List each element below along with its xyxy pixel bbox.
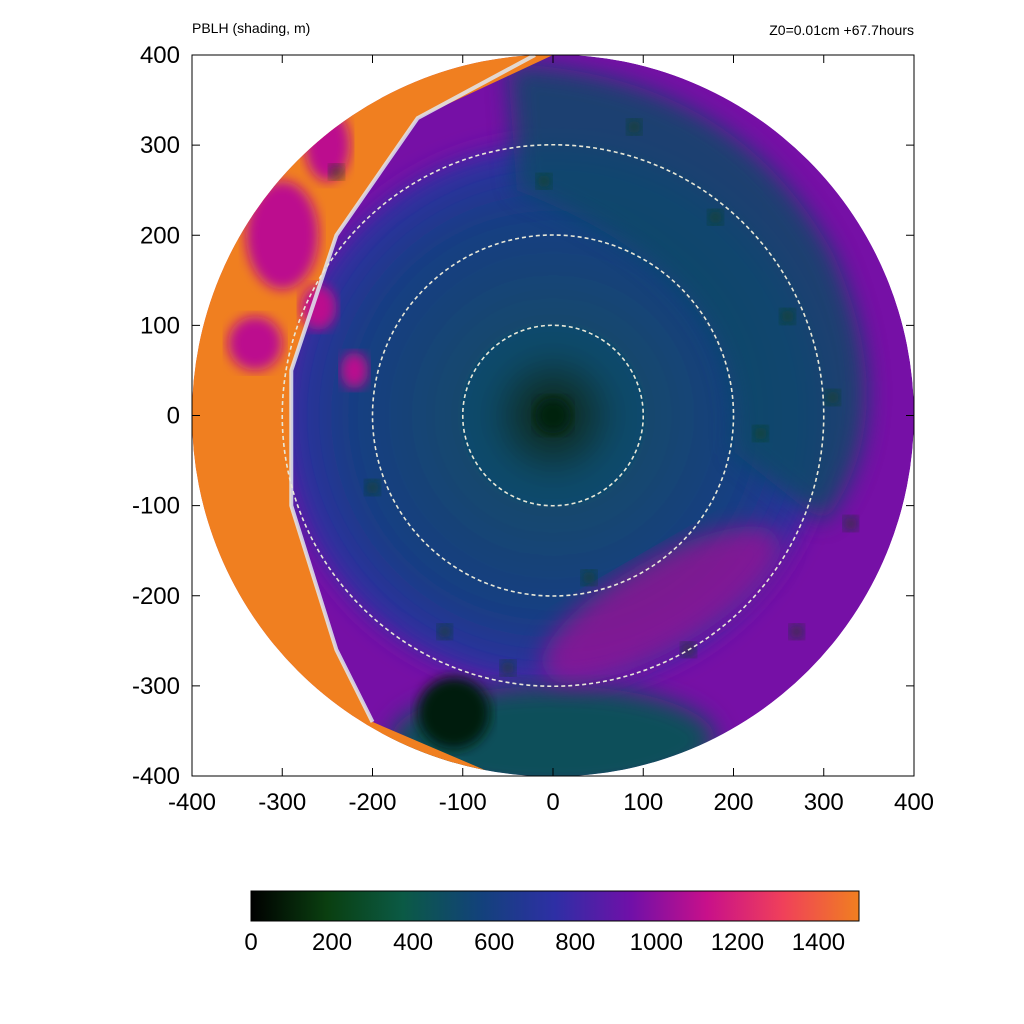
chart-title: PBLH (shading, m) <box>192 20 311 36</box>
pblh-dark-cell <box>581 570 597 585</box>
y-tick-label: -200 <box>132 583 180 610</box>
range-rings <box>281 143 825 688</box>
pblh-dark-cell <box>753 426 768 441</box>
pblh-west-patch <box>340 352 368 389</box>
x-tick-label: 300 <box>804 789 844 816</box>
pblh-dark-cell <box>825 390 840 405</box>
pblh-purple-band <box>541 526 781 683</box>
pblh-south-low <box>417 676 490 750</box>
y-tick-label: -400 <box>132 763 180 790</box>
pblh-spiral-band <box>507 64 867 524</box>
x-tick-label: 100 <box>623 789 663 816</box>
pblh-dark-cell <box>843 516 859 531</box>
pblh-dark-cell <box>437 624 452 640</box>
y-tick-label: 300 <box>140 132 180 159</box>
plot-axes: -400 -300 -200 -100 0 100 200 300 400 -400 -300 -20… <box>132 42 934 816</box>
colorbar: 0 200 400 600 800 1000 1200 1400 <box>244 890 860 956</box>
x-tick-label: 0 <box>546 789 559 816</box>
y-tick-label: -100 <box>132 493 180 520</box>
colorbar-tick-label: 600 <box>474 929 514 956</box>
colorbar-tick-label: 1400 <box>792 929 845 956</box>
x-tick-label: 400 <box>894 789 934 816</box>
colorbar-tick-label: 800 <box>555 929 595 956</box>
pblh-west-patch <box>246 181 319 290</box>
colorbar-tick-label: 0 <box>244 929 257 956</box>
x-tick-label: -200 <box>348 789 396 816</box>
pblh-dark-cell <box>365 480 380 495</box>
colorbar-tick-label: 400 <box>393 929 433 956</box>
x-tick-label: 200 <box>713 789 753 816</box>
pblh-dark-cell <box>726 74 741 90</box>
colorbar-tick-label: 1200 <box>711 929 764 956</box>
colorbar-tick-label: 1000 <box>630 929 683 956</box>
y-tick-label: 0 <box>167 403 180 430</box>
y-tick-label: 400 <box>140 42 180 69</box>
y-tick-label: 100 <box>140 312 180 339</box>
y-tick-label: -300 <box>132 673 180 700</box>
pblh-dark-cell <box>536 173 552 189</box>
colorbar-bar <box>250 890 860 922</box>
pblh-dark-cell <box>627 119 642 135</box>
pblh-dark-cell <box>329 164 344 180</box>
front-line <box>289 54 536 723</box>
range-ring-200 <box>371 234 735 597</box>
colorbar-tick-label: 200 <box>312 929 352 956</box>
pblh-eye <box>534 397 572 434</box>
x-tick-label: -100 <box>439 789 487 816</box>
pblh-field <box>192 54 914 777</box>
pblh-dark-cell <box>708 210 723 225</box>
pblh-dark-cell <box>500 660 516 676</box>
x-tick-label: -300 <box>258 789 306 816</box>
range-ring-100 <box>461 324 645 507</box>
pblh-dark-cell <box>780 309 795 324</box>
pblh-west-patch <box>228 316 283 371</box>
y-tick-label: 200 <box>140 222 180 249</box>
x-tick-label: -400 <box>168 789 216 816</box>
pblh-dark-cell <box>789 624 804 640</box>
range-ring-300 <box>281 143 825 688</box>
chart-subtitle: Z0=0.01cm +67.7hours <box>769 22 914 38</box>
